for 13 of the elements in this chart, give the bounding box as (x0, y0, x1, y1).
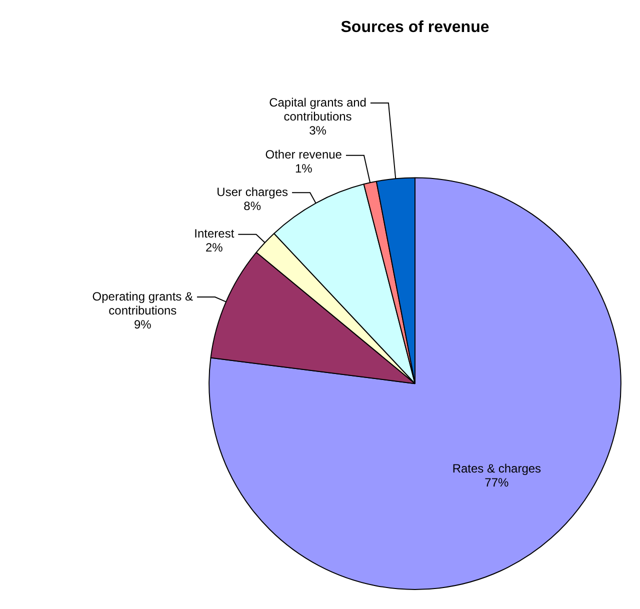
slice-label: Rates & charges (452, 462, 542, 476)
chart-title: Sources of revenue (340, 19, 490, 36)
data-label: 1% (294, 162, 313, 176)
data-label: 2% (205, 240, 224, 255)
slice-label: Operating grants & contributions (92, 289, 194, 318)
slice-label: Capital grants and contributions (269, 95, 366, 124)
data-label: 8% (244, 198, 262, 213)
slice-label: User charges (216, 184, 288, 199)
slice-label: Other revenue (265, 148, 342, 162)
data-label: 3% (309, 123, 327, 138)
slice-label: Interest (194, 226, 235, 241)
data-label: 77% (484, 476, 510, 490)
data-label: 9% (134, 317, 152, 332)
